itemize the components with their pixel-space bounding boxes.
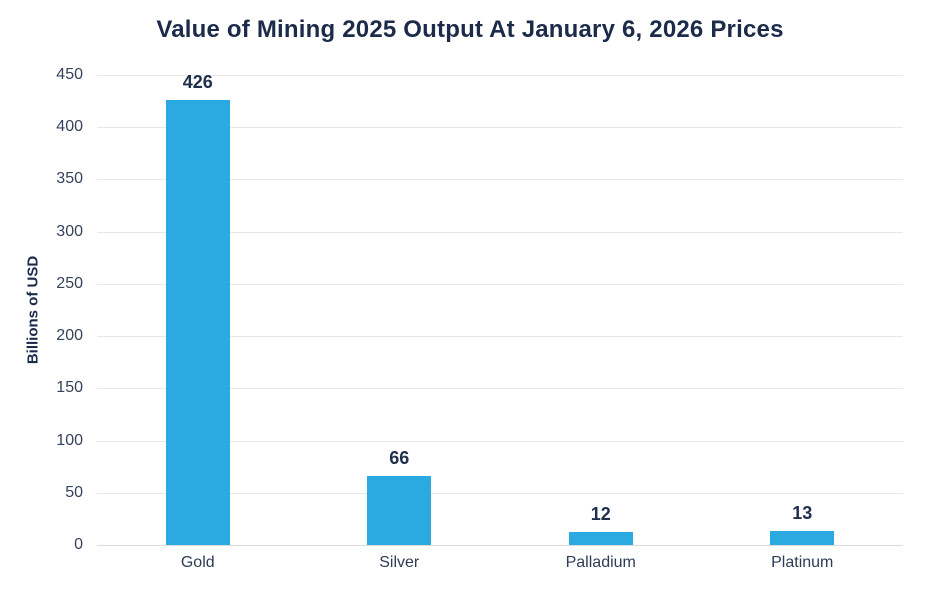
value-label-palladium: 12 <box>590 504 611 525</box>
x-axis: Gold Silver Palladium Platinum <box>97 554 903 578</box>
gridline-450 <box>97 75 903 76</box>
bar-palladium <box>568 532 633 545</box>
y-tick-label: 50 <box>65 483 83 501</box>
y-tick-label: 150 <box>56 379 83 397</box>
x-label-palladium: Palladium <box>565 554 636 571</box>
value-label-silver: 66 <box>389 448 410 469</box>
bar-gold <box>165 100 230 545</box>
y-tick-label: 300 <box>56 222 83 240</box>
gridline-250 <box>97 283 903 285</box>
y-tick-label: 450 <box>56 66 83 83</box>
x-label-gold: Gold <box>180 554 215 571</box>
gridline-200 <box>97 336 903 338</box>
y-axis: 0 50 100 150 200 250 300 350 400 450 <box>0 66 83 553</box>
x-label-silver: Silver <box>379 554 420 571</box>
y-tick-label: 400 <box>56 118 83 136</box>
y-tick-label: 0 <box>74 536 83 553</box>
y-tick-label: 200 <box>56 327 83 345</box>
chart-title: Value of Mining 2025 Output At January 6… <box>156 16 784 43</box>
y-tick-label: 100 <box>56 431 83 449</box>
plot-area: 426 66 12 13 <box>97 72 903 546</box>
gridline-150 <box>97 388 903 390</box>
value-label-gold: 426 <box>182 72 213 93</box>
y-tick-label: 350 <box>56 170 83 188</box>
bar-silver <box>367 476 432 545</box>
gridline-0 <box>97 545 903 546</box>
value-label-platinum: 13 <box>792 503 813 524</box>
y-tick-label: 250 <box>56 274 83 292</box>
bar-platinum <box>770 531 835 545</box>
gridline-300 <box>97 231 903 233</box>
gridline-350 <box>97 179 903 181</box>
gridline-400 <box>97 127 903 129</box>
gridline-100 <box>97 440 903 442</box>
gridline-50 <box>97 492 903 494</box>
x-label-platinum: Platinum <box>771 554 834 571</box>
